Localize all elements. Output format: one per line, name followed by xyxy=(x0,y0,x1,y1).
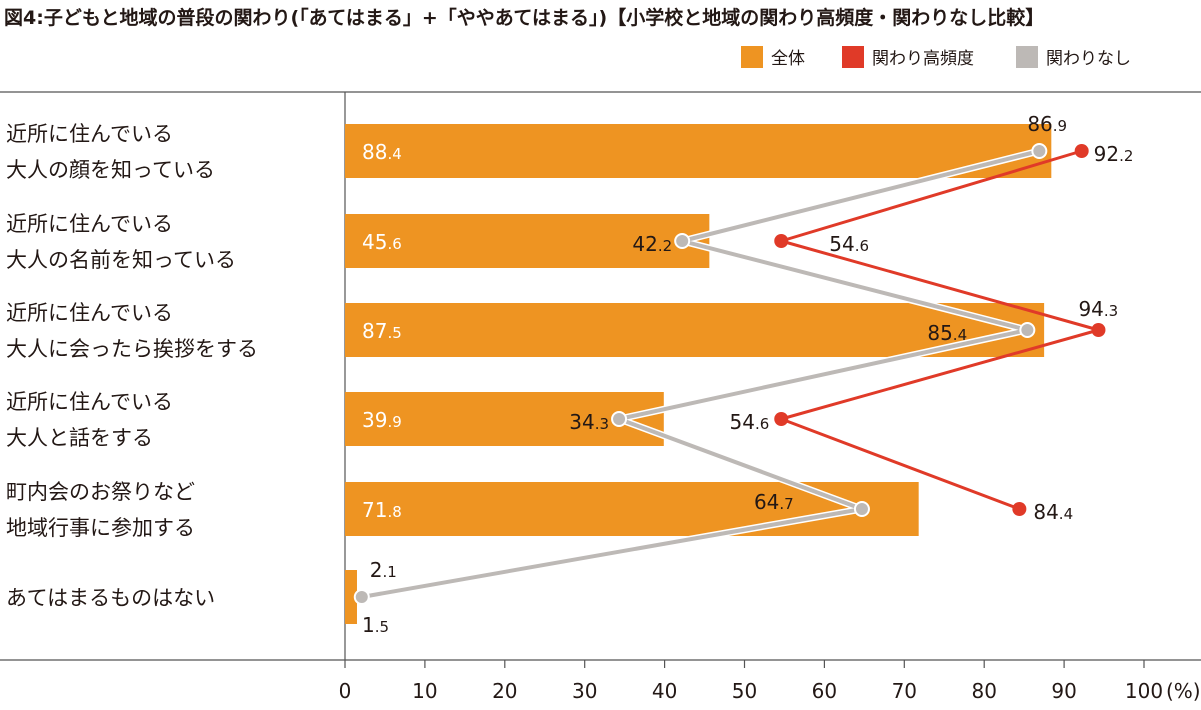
series-high-frequency-point xyxy=(1012,502,1027,516)
chart-title: 図4:子どもと地域の普段の関わり(「あてはまる」+「ややあてはまる」)【小学校と… xyxy=(4,6,1044,29)
data-labels: 88.4 45.6 87.5 39.9 71.8 1.5 92.2 54.6 94.3 54.6 8… xyxy=(362,112,1133,637)
bar xyxy=(345,392,664,446)
x-tick-label: 20 xyxy=(492,679,517,703)
category-label: 近所に住んでいる xyxy=(6,122,173,146)
legend-swatch xyxy=(741,46,763,68)
x-tick-label: 70 xyxy=(892,679,917,703)
no-involvement-value-label: 85.4 xyxy=(927,321,967,345)
category-label: 大人の顔を知っている xyxy=(6,158,215,182)
no-involvement-value-label: 2.1 xyxy=(370,558,397,582)
bar xyxy=(345,570,357,624)
category-label: 町内会のお祭りなど xyxy=(6,480,195,504)
x-tick-label: 90 xyxy=(1051,679,1076,703)
x-tick-label: 0 xyxy=(339,679,352,703)
bar-value-label: 1.5 xyxy=(362,613,389,637)
series-no-involvement-point xyxy=(611,411,628,427)
category-label: 大人と話をする xyxy=(6,426,153,450)
category-label: 地域行事に参加する xyxy=(6,516,195,540)
category-label: あてはまるものはない xyxy=(6,586,215,610)
series-no-involvement-point xyxy=(853,501,870,517)
bar-value-label: 88.4 xyxy=(362,140,402,164)
x-tick-label: 60 xyxy=(812,679,837,703)
series-high-frequency-point xyxy=(774,412,789,426)
no-involvement-value-label: 42.2 xyxy=(632,232,672,256)
bar xyxy=(345,214,710,268)
bar-value-label: 45.6 xyxy=(362,230,402,254)
series-high-frequency-point xyxy=(774,234,789,248)
legend: 全体 関わり高頻度 関わりなし xyxy=(741,46,1131,69)
high-frequency-value-label: 94.3 xyxy=(1078,297,1118,321)
category-label: 大人の名前を知っている xyxy=(6,248,236,272)
category-label: 大人に会ったら挨拶をする xyxy=(6,337,258,361)
high-frequency-value-label: 54.6 xyxy=(829,232,869,256)
bar-value-label: 71.8 xyxy=(362,498,402,522)
axes: 0 10 20 30 40 50 60 70 80 90 100 (%) xyxy=(0,91,1201,703)
no-involvement-value-label: 64.7 xyxy=(754,490,794,514)
category-labels: 近所に住んでいる大人の顔を知っている近所に住んでいる大人の名前を知っている近所に… xyxy=(6,122,258,610)
category-label: 近所に住んでいる xyxy=(6,390,173,414)
no-involvement-value-label: 34.3 xyxy=(569,410,609,434)
x-tick-label: 10 xyxy=(412,679,437,703)
legend-swatch xyxy=(1016,46,1038,68)
bar xyxy=(345,303,1045,357)
legend-label: 全体 xyxy=(771,49,805,69)
series-no-involvement-point xyxy=(353,589,370,605)
series-no-involvement-line xyxy=(361,149,1040,599)
legend-label: 関わりなし xyxy=(1046,49,1131,69)
legend-swatch xyxy=(842,46,864,68)
category-label: 近所に住んでいる xyxy=(6,212,173,236)
high-frequency-value-label: 54.6 xyxy=(729,410,769,434)
x-tick-label: 80 xyxy=(971,679,996,703)
series-high-frequency-point xyxy=(1074,144,1089,158)
series-lines xyxy=(353,143,1106,605)
series-high-frequency-point xyxy=(1091,323,1106,337)
x-tick-label: 30 xyxy=(572,679,597,703)
category-label: 近所に住んでいる xyxy=(6,301,173,325)
x-unit-label: (%) xyxy=(1166,679,1201,703)
bar-value-label: 87.5 xyxy=(362,319,402,343)
x-tick-label: 40 xyxy=(652,679,677,703)
series-no-involvement-point xyxy=(1031,143,1048,159)
series-no-involvement-point xyxy=(674,233,691,249)
legend-label: 関わり高頻度 xyxy=(872,49,974,69)
bar xyxy=(345,482,919,536)
no-involvement-value-label: 86.9 xyxy=(1027,112,1067,136)
bar xyxy=(345,124,1052,178)
bars xyxy=(345,124,1052,624)
x-tick-label: 50 xyxy=(732,679,757,703)
bar-value-label: 39.9 xyxy=(362,408,402,432)
high-frequency-value-label: 84.4 xyxy=(1033,500,1073,524)
series-no-involvement-point xyxy=(1019,322,1036,338)
high-frequency-value-label: 92.2 xyxy=(1094,142,1134,166)
x-tick-label: 100 xyxy=(1125,679,1163,703)
